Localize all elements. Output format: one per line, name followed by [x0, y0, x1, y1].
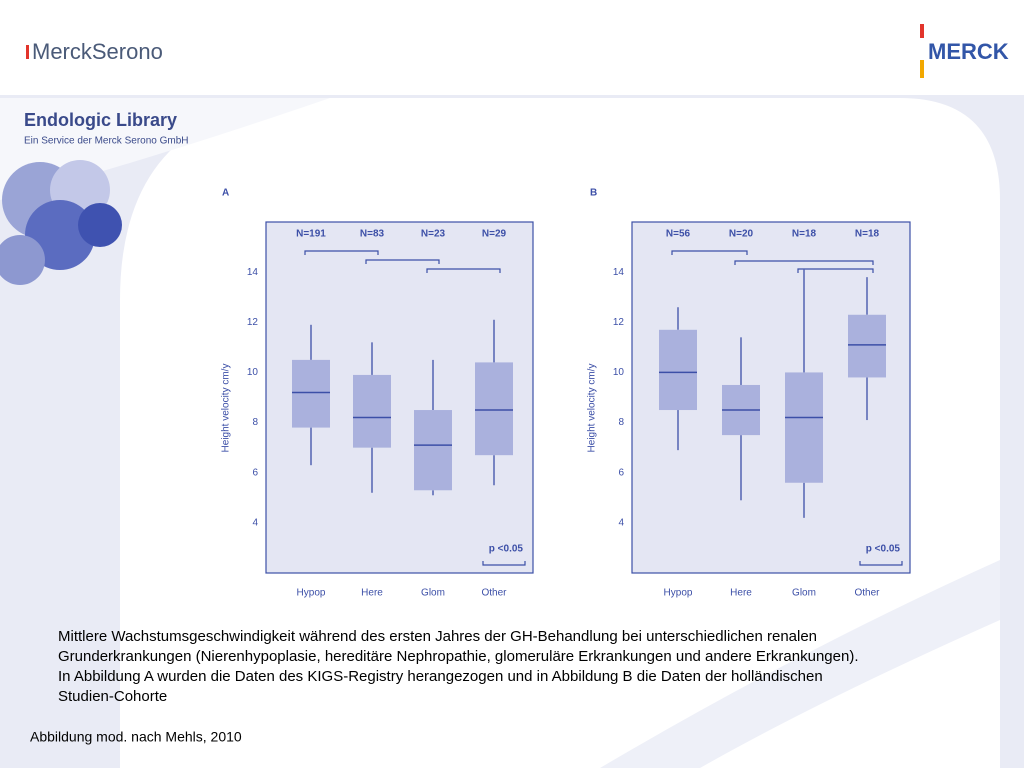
significance-bracket	[304, 250, 379, 255]
y-tick-label: 6	[618, 467, 624, 478]
y-tick-label: 4	[252, 517, 258, 528]
y-tick-label: 14	[247, 267, 259, 278]
significance-bracket	[671, 250, 748, 255]
x-tick-label: Other	[854, 588, 880, 599]
n-label: N=23	[421, 229, 446, 240]
library-title: Endologic Library	[24, 110, 177, 130]
logo-mark	[920, 24, 924, 38]
box	[848, 314, 886, 378]
n-label: N=29	[482, 229, 507, 240]
y-tick-label: 12	[247, 317, 259, 328]
decor-swoosh	[600, 560, 1000, 768]
p-label: p <0.05	[489, 544, 524, 555]
significance-bracket	[797, 268, 874, 273]
p-bracket	[859, 561, 903, 566]
x-tick-label: Hypop	[297, 588, 326, 599]
x-tick-label: Other	[481, 588, 507, 599]
citation: Abbildung mod. nach Mehls, 2010	[30, 729, 242, 745]
panel-label: A	[222, 188, 229, 199]
x-tick-label: Glom	[792, 588, 816, 599]
n-label: N=20	[729, 229, 754, 240]
x-tick-label: Here	[730, 588, 752, 599]
n-label: N=191	[296, 229, 326, 240]
caption-line: Studien-Cohorte	[58, 688, 167, 705]
right-logo: MERCK	[928, 39, 1009, 64]
p-bracket	[482, 561, 526, 566]
x-tick-label: Glom	[421, 588, 445, 599]
p-label: p <0.05	[866, 544, 901, 555]
box	[292, 359, 330, 428]
n-label: N=18	[792, 229, 817, 240]
y-tick-label: 12	[613, 317, 625, 328]
box	[475, 362, 513, 456]
y-tick-label: 8	[618, 417, 624, 428]
y-tick-label: 10	[613, 367, 625, 378]
box	[785, 372, 823, 483]
y-tick-label: 14	[613, 267, 625, 278]
n-label: N=18	[855, 229, 880, 240]
y-tick-label: 8	[252, 417, 258, 428]
left-logo: MerckSerono	[32, 39, 163, 64]
x-tick-label: Here	[361, 588, 383, 599]
significance-bracket	[426, 268, 501, 273]
n-label: N=83	[360, 229, 385, 240]
y-tick-label: 6	[252, 467, 258, 478]
caption-line: Mittlere Wachstumsgeschwindigkeit währen…	[58, 628, 817, 645]
box	[659, 329, 697, 411]
y-tick-label: 10	[247, 367, 259, 378]
x-tick-label: Hypop	[664, 588, 693, 599]
molecule	[0, 160, 122, 285]
y-axis-label: Height velocity cm/y	[587, 364, 598, 453]
box	[353, 374, 391, 448]
logo-mark	[26, 45, 29, 59]
library-subtitle: Ein Service der Merck Serono GmbH	[24, 136, 189, 147]
box	[414, 410, 452, 491]
logo-mark	[920, 60, 924, 78]
caption-line: Grunderkrankungen (Nierenhypoplasie, her…	[58, 648, 859, 665]
significance-bracket	[734, 260, 874, 265]
n-label: N=56	[666, 229, 691, 240]
caption-line: In Abbildung A wurden die Daten des KIGS…	[58, 668, 823, 685]
significance-bracket	[365, 259, 440, 264]
y-tick-label: 4	[618, 517, 624, 528]
caption: Mittlere Wachstumsgeschwindigkeit währen…	[58, 628, 859, 705]
y-axis-label: Height velocity cm/y	[221, 364, 232, 453]
panel-label: B	[590, 188, 597, 199]
